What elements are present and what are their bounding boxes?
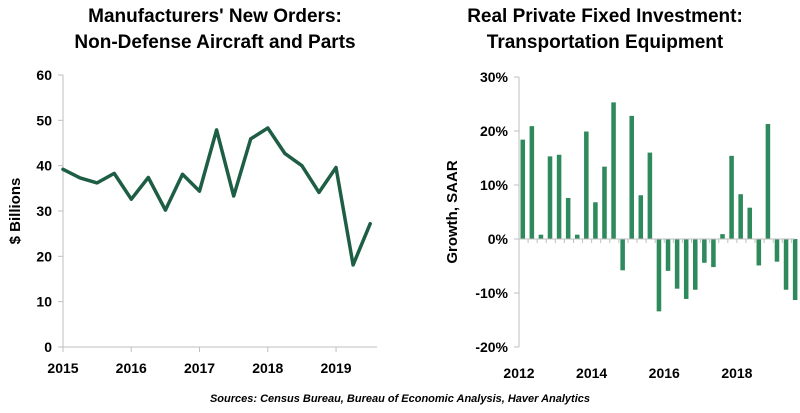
- right-chart-title-line1: Real Private Fixed Investment:: [467, 6, 743, 27]
- left-x-tick-label: 2018: [252, 360, 283, 376]
- right-y-tick-label: 20%: [480, 123, 509, 139]
- right-y-tick-label: 10%: [480, 177, 509, 193]
- left-x-tick-label: 2015: [47, 360, 78, 376]
- new-orders-point: [129, 197, 133, 201]
- investment-growth-bar: [593, 202, 598, 239]
- left-y-tick-label: 20: [36, 248, 52, 264]
- investment-growth-bar: [547, 156, 553, 239]
- right-chart-title-line2: Transportation Equipment: [486, 32, 724, 53]
- new-orders-point: [368, 222, 372, 226]
- investment-growth-bar: [529, 126, 535, 239]
- left-x-tick-label: 2016: [116, 360, 147, 376]
- source-note: Sources: Census Bureau, Bureau of Econom…: [209, 393, 591, 405]
- left-x-tick-label: 2017: [184, 360, 215, 376]
- new-orders-point: [180, 172, 184, 176]
- investment-growth-bar: [738, 194, 743, 239]
- right-chart-title: Real Private Fixed Investment: Transport…: [420, 4, 790, 56]
- investment-growth-bar: [611, 102, 616, 239]
- new-orders-point: [249, 137, 253, 141]
- right-x-tick-label: 2014: [576, 365, 607, 381]
- new-orders-line: [61, 126, 372, 267]
- investment-growth-bar: [584, 131, 589, 239]
- investment-growth-bar: [756, 239, 762, 266]
- investment-growth-bar: [711, 239, 716, 268]
- investment-growth-bar: [520, 139, 526, 239]
- left-x-tick-label: 2019: [320, 360, 351, 376]
- investment-growth-bar: [774, 239, 780, 262]
- investment-growth-bar: [702, 239, 707, 263]
- investment-growth-bar: [656, 239, 662, 312]
- right-y-tick-label: 30%: [480, 69, 509, 85]
- investment-growth-bar: [683, 239, 689, 299]
- new-orders-point: [198, 189, 202, 193]
- new-orders-point: [283, 151, 287, 155]
- investment-growth-bar: [638, 195, 644, 239]
- new-orders-point: [61, 167, 65, 171]
- investment-growth-bar: [765, 123, 771, 239]
- new-orders-point: [232, 194, 236, 198]
- investment-growth-bar: [783, 239, 789, 290]
- new-orders-point: [317, 190, 321, 194]
- investment-growth-bar: [647, 152, 653, 239]
- new-orders-point: [215, 128, 219, 132]
- investment-growth-bar: [620, 239, 625, 271]
- investment-growth-bar: [693, 239, 698, 290]
- new-orders-point: [112, 171, 116, 175]
- right-y-tick-label: -20%: [475, 339, 508, 355]
- left-y-tick-label: 60: [36, 67, 52, 83]
- investment-growth-bar: [565, 197, 571, 239]
- investment-growth-bar: [792, 239, 798, 301]
- new-orders-point: [78, 176, 82, 180]
- left-y-tick-label: 50: [36, 112, 52, 128]
- investment-growth-bar: [538, 234, 544, 239]
- investment-growth-bar: [729, 155, 734, 239]
- investment-growth-bar: [665, 239, 671, 271]
- right-x-tick-label: 2018: [721, 365, 752, 381]
- new-orders-point: [334, 165, 338, 169]
- new-orders-point: [266, 126, 270, 130]
- new-orders-point: [95, 181, 99, 185]
- investment-growth-bar: [574, 234, 580, 239]
- investment-growth-bar: [556, 154, 562, 239]
- new-orders-point: [146, 175, 150, 179]
- left-y-tick-label: 40: [36, 158, 52, 174]
- new-orders-point: [351, 263, 355, 267]
- left-chart-title: Manufacturers' New Orders: Non-Defense A…: [30, 4, 400, 56]
- right-y-tick-label: -10%: [475, 285, 508, 301]
- right-x-tick-label: 2012: [503, 365, 534, 381]
- investment-growth-bar: [674, 239, 680, 289]
- investment-growth-bar: [629, 115, 634, 239]
- right-y-tick-label: 0%: [488, 231, 509, 247]
- left-chart-title-line2: Non-Defense Aircraft and Parts: [74, 32, 356, 53]
- left-y-tick-label: 0: [44, 339, 52, 355]
- left-chart-title-line1: Manufacturers' New Orders:: [88, 6, 342, 27]
- left-y-axis-label: $ Billions: [7, 178, 24, 245]
- left-y-tick-label: 10: [36, 294, 52, 310]
- right-y-axis-label: Growth, SAAR: [444, 160, 461, 263]
- right-x-tick-label: 2016: [649, 365, 680, 381]
- left-y-tick-label: 30: [36, 203, 52, 219]
- new-orders-point: [163, 208, 167, 212]
- investment-growth-bar: [720, 234, 725, 239]
- investment-growth-bar: [602, 166, 607, 239]
- new-orders-point: [300, 164, 304, 168]
- investment-growth-bar: [747, 207, 753, 239]
